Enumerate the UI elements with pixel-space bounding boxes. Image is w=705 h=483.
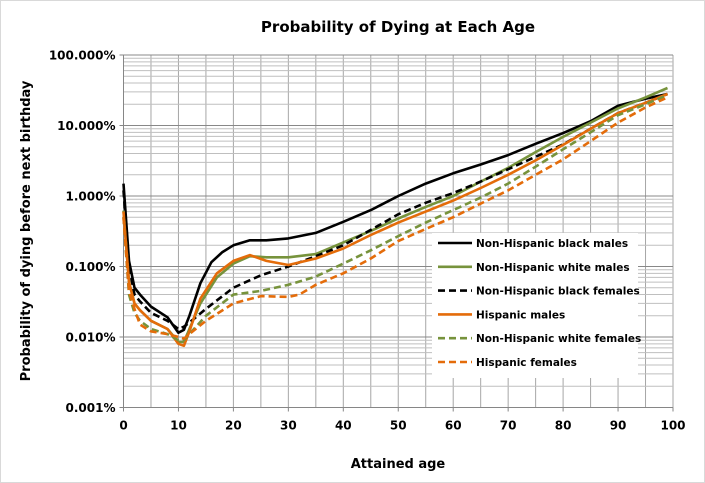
- legend-label: Hispanic males: [476, 309, 565, 321]
- y-tick-label: 1.000%: [66, 190, 116, 204]
- y-axis-title: Probability of dying before next birthda…: [19, 80, 34, 381]
- legend-label: Non-Hispanic white females: [476, 333, 641, 345]
- tick-labels: 0 10 20 30 40 50 60 70 80 90 100 0.001% 0.010% 0.100%…: [49, 49, 686, 433]
- legend-label: Hispanic females: [476, 357, 577, 369]
- legend-label: Non-Hispanic black females: [476, 286, 640, 298]
- x-tick-label: 70: [500, 419, 517, 433]
- series-line: [122, 92, 668, 331]
- x-tick-label: 80: [555, 419, 572, 433]
- y-tick-label: 10.000%: [57, 119, 115, 133]
- x-tick-label: 10: [170, 419, 187, 433]
- x-tick-label: 60: [445, 419, 462, 433]
- x-tick-label: 20: [225, 419, 242, 433]
- x-tick-label: 90: [610, 419, 627, 433]
- y-tick-label: 100.000%: [49, 49, 116, 63]
- y-tick-label: 0.001%: [66, 401, 116, 415]
- series-line: [122, 92, 668, 335]
- x-tick-label: 30: [280, 419, 297, 433]
- series-line: [122, 92, 668, 348]
- x-tick-label: 50: [390, 419, 407, 433]
- chart-title: Probability of Dying at Each Age: [261, 18, 535, 36]
- legend-label: Non-Hispanic black males: [476, 238, 628, 250]
- legend-box: [432, 233, 638, 378]
- y-tick-label: 0.010%: [66, 331, 116, 345]
- y-tick-label: 0.100%: [66, 260, 116, 274]
- legend-label: Non-Hispanic white males: [476, 262, 630, 274]
- x-axis-title: Attained age: [351, 457, 446, 472]
- legend: Non-Hispanic black males Non-Hispanic whi…: [432, 233, 641, 378]
- x-tick-label: 100: [660, 419, 685, 433]
- series-line: [122, 96, 669, 340]
- x-tick-label: 0: [119, 419, 127, 433]
- series-lines: [122, 86, 669, 348]
- x-tick-label: 40: [335, 419, 352, 433]
- series-line: [122, 93, 669, 342]
